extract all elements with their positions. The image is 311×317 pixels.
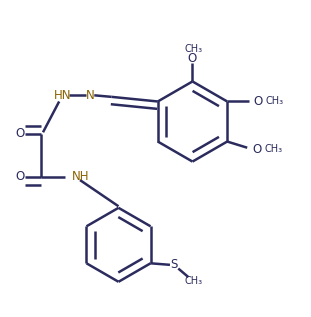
Text: CH₃: CH₃ [266,96,284,107]
Text: O: O [15,127,25,140]
Text: O: O [253,143,262,156]
Text: S: S [170,258,177,271]
Text: CH₃: CH₃ [265,144,283,154]
Text: NH: NH [72,171,90,184]
Text: CH₃: CH₃ [185,44,203,54]
Text: O: O [188,52,197,65]
Text: O: O [253,95,262,108]
Text: HN: HN [53,89,71,102]
Text: O: O [15,171,25,184]
Text: CH₃: CH₃ [185,276,203,286]
Text: N: N [86,89,94,102]
